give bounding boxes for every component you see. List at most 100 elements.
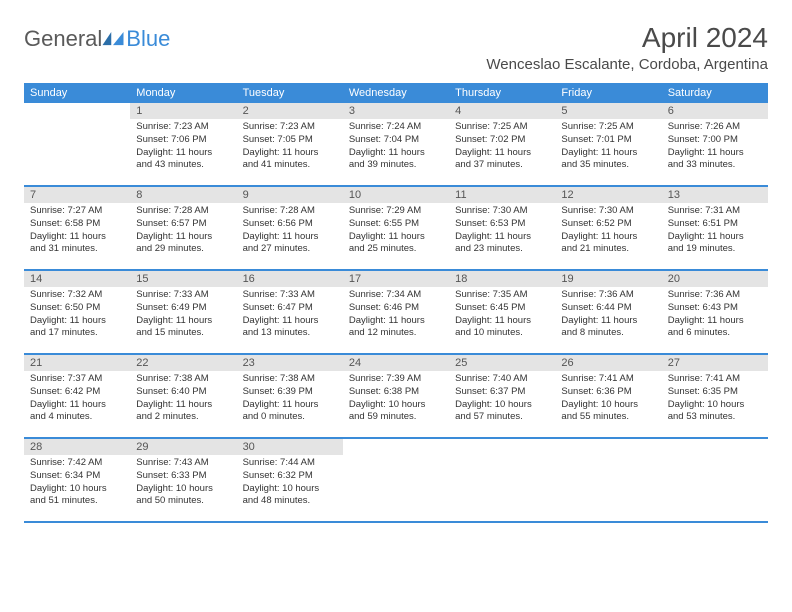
sunrise-text: Sunrise: 7:35 AM	[455, 289, 549, 302]
sunset-text: Sunset: 6:37 PM	[455, 386, 549, 399]
sunrise-text: Sunrise: 7:38 AM	[243, 373, 337, 386]
sunrise-text: Sunrise: 7:37 AM	[30, 373, 124, 386]
weekday-tuesday: Tuesday	[237, 83, 343, 103]
sunrise-text: Sunrise: 7:27 AM	[30, 205, 124, 218]
day-info: Sunrise: 7:31 AMSunset: 6:51 PMDaylight:…	[668, 205, 762, 256]
weekday-thursday: Thursday	[449, 83, 555, 103]
day-cell: 13 Sunrise: 7:31 AMSunset: 6:51 PMDayligh…	[662, 187, 768, 269]
day-number: 5	[555, 103, 661, 119]
daylight-text: Daylight: 11 hours and 33 minutes.	[668, 147, 762, 173]
sunset-text: Sunset: 6:53 PM	[455, 218, 549, 231]
day-number: 4	[449, 103, 555, 119]
day-info: Sunrise: 7:38 AMSunset: 6:40 PMDaylight:…	[136, 373, 230, 424]
sunrise-text: Sunrise: 7:25 AM	[455, 121, 549, 134]
day-cell: 22Sunrise: 7:38 AMSunset: 6:40 PMDayligh…	[130, 355, 236, 437]
day-info: Sunrise: 7:28 AMSunset: 6:57 PMDaylight:…	[136, 205, 230, 256]
sunrise-text: Sunrise: 7:29 AM	[349, 205, 443, 218]
sunrise-text: Sunrise: 7:30 AM	[561, 205, 655, 218]
sunset-text: Sunset: 6:56 PM	[243, 218, 337, 231]
day-info: Sunrise: 7:36 AMSunset: 6:43 PMDaylight:…	[668, 289, 762, 340]
daylight-text: Daylight: 11 hours and 19 minutes.	[668, 231, 762, 257]
daylight-text: Daylight: 11 hours and 25 minutes.	[349, 231, 443, 257]
day-cell: 21Sunrise: 7:37 AMSunset: 6:42 PMDayligh…	[24, 355, 130, 437]
daylight-text: Daylight: 11 hours and 15 minutes.	[136, 315, 230, 341]
daylight-text: Daylight: 11 hours and 29 minutes.	[136, 231, 230, 257]
day-cell	[343, 439, 449, 521]
sunrise-text: Sunrise: 7:38 AM	[136, 373, 230, 386]
sunrise-text: Sunrise: 7:25 AM	[561, 121, 655, 134]
day-cell: 15Sunrise: 7:33 AMSunset: 6:49 PMDayligh…	[130, 271, 236, 353]
day-number: 14	[24, 271, 130, 287]
day-info: Sunrise: 7:24 AMSunset: 7:04 PMDaylight:…	[349, 121, 443, 172]
day-number: 21	[24, 355, 130, 371]
day-cell: 7Sunrise: 7:27 AMSunset: 6:58 PMDaylight…	[24, 187, 130, 269]
day-cell: 29Sunrise: 7:43 AMSunset: 6:33 PMDayligh…	[130, 439, 236, 521]
day-number: 23	[237, 355, 343, 371]
sunset-text: Sunset: 6:51 PM	[668, 218, 762, 231]
sunset-text: Sunset: 6:55 PM	[349, 218, 443, 231]
brand-part2-text: Blue	[126, 26, 170, 52]
day-info: Sunrise: 7:30 AMSunset: 6:52 PMDaylight:…	[561, 205, 655, 256]
day-cell: 20 Sunrise: 7:36 AMSunset: 6:43 PMDayligh…	[662, 271, 768, 353]
daylight-text: Daylight: 10 hours and 55 minutes.	[561, 399, 655, 425]
day-cell	[555, 439, 661, 521]
sunset-text: Sunset: 6:34 PM	[30, 470, 124, 483]
day-cell: 28 Sunrise: 7:42 AMSunset: 6:34 PMDayligh…	[24, 439, 130, 521]
day-number: 28	[24, 439, 130, 455]
day-number: 6	[662, 103, 768, 119]
daylight-text: Daylight: 11 hours and 41 minutes.	[243, 147, 337, 173]
day-info: Sunrise: 7:44 AMSunset: 6:32 PMDaylight:…	[243, 457, 337, 508]
sunrise-text: Sunrise: 7:24 AM	[349, 121, 443, 134]
day-info: Sunrise: 7:25 AMSunset: 7:01 PMDaylight:…	[561, 121, 655, 172]
sunset-text: Sunset: 6:52 PM	[561, 218, 655, 231]
day-cell: 2Sunrise: 7:23 AMSunset: 7:05 PMDaylight…	[237, 103, 343, 185]
daylight-text: Daylight: 11 hours and 27 minutes.	[243, 231, 337, 257]
sunrise-text: Sunrise: 7:44 AM	[243, 457, 337, 470]
sunrise-text: Sunrise: 7:40 AM	[455, 373, 549, 386]
brand-logo: General Blue	[24, 26, 170, 52]
day-cell: 14Sunrise: 7:32 AMSunset: 6:50 PMDayligh…	[24, 271, 130, 353]
daylight-text: Daylight: 10 hours and 50 minutes.	[136, 483, 230, 509]
sunset-text: Sunset: 6:39 PM	[243, 386, 337, 399]
sunrise-text: Sunrise: 7:39 AM	[349, 373, 443, 386]
daylight-text: Daylight: 11 hours and 43 minutes.	[136, 147, 230, 173]
day-cell: 18Sunrise: 7:35 AMSunset: 6:45 PMDayligh…	[449, 271, 555, 353]
daylight-text: Daylight: 11 hours and 37 minutes.	[455, 147, 549, 173]
day-cell: 11Sunrise: 7:30 AMSunset: 6:53 PMDayligh…	[449, 187, 555, 269]
daylight-text: Daylight: 10 hours and 53 minutes.	[668, 399, 762, 425]
day-number: 13	[662, 187, 768, 203]
day-cell: 16Sunrise: 7:33 AMSunset: 6:47 PMDayligh…	[237, 271, 343, 353]
daylight-text: Daylight: 11 hours and 23 minutes.	[455, 231, 549, 257]
day-number: 20	[662, 271, 768, 287]
day-info: Sunrise: 7:42 AMSunset: 6:34 PMDaylight:…	[30, 457, 124, 508]
sunset-text: Sunset: 6:35 PM	[668, 386, 762, 399]
daylight-text: Daylight: 10 hours and 51 minutes.	[30, 483, 124, 509]
sunset-text: Sunset: 7:01 PM	[561, 134, 655, 147]
day-info: Sunrise: 7:39 AMSunset: 6:38 PMDaylight:…	[349, 373, 443, 424]
sunset-text: Sunset: 6:45 PM	[455, 302, 549, 315]
day-number: 2	[237, 103, 343, 119]
location-text: Wenceslao Escalante, Cordoba, Argentina	[486, 56, 768, 73]
daylight-text: Daylight: 11 hours and 2 minutes.	[136, 399, 230, 425]
day-info: Sunrise: 7:26 AMSunset: 7:00 PMDaylight:…	[668, 121, 762, 172]
day-number: 9	[237, 187, 343, 203]
day-info: Sunrise: 7:40 AMSunset: 6:37 PMDaylight:…	[455, 373, 549, 424]
sunset-text: Sunset: 7:05 PM	[243, 134, 337, 147]
day-cell: 30Sunrise: 7:44 AMSunset: 6:32 PMDayligh…	[237, 439, 343, 521]
day-cell: 5 Sunrise: 7:25 AMSunset: 7:01 PMDaylight…	[555, 103, 661, 185]
day-cell: 12 Sunrise: 7:30 AMSunset: 6:52 PMDayligh…	[555, 187, 661, 269]
weekday-saturday: Saturday	[662, 83, 768, 103]
weekday-sunday: Sunday	[24, 83, 130, 103]
sunset-text: Sunset: 7:00 PM	[668, 134, 762, 147]
day-cell: 25Sunrise: 7:40 AMSunset: 6:37 PMDayligh…	[449, 355, 555, 437]
day-cell: 9Sunrise: 7:28 AMSunset: 6:56 PMDaylight…	[237, 187, 343, 269]
daylight-text: Daylight: 11 hours and 0 minutes.	[243, 399, 337, 425]
day-number: 12	[555, 187, 661, 203]
day-cell: 6 Sunrise: 7:26 AMSunset: 7:00 PMDaylight…	[662, 103, 768, 185]
sunset-text: Sunset: 6:49 PM	[136, 302, 230, 315]
day-cell	[24, 103, 130, 185]
day-cell	[449, 439, 555, 521]
sunset-text: Sunset: 6:38 PM	[349, 386, 443, 399]
daylight-text: Daylight: 11 hours and 12 minutes.	[349, 315, 443, 341]
brand-part1: General	[24, 26, 102, 52]
